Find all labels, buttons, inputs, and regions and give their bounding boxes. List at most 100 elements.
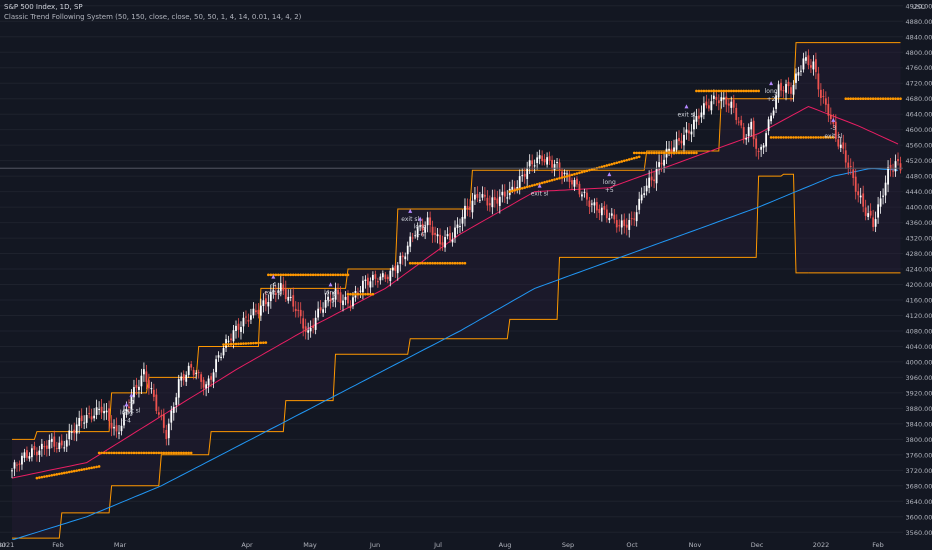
psar-dot	[635, 156, 638, 159]
candle-body	[874, 219, 877, 227]
psar-dot	[844, 97, 848, 101]
psar-dot	[822, 136, 825, 139]
time-axis[interactable]: 2021 Feb Mar Apr May Jun Jul Aug Sep Oct Nov Dec 202…	[0, 540, 903, 550]
psar-dot	[167, 451, 171, 455]
price-tick-label: 4840.00	[906, 33, 932, 41]
candle-body	[339, 292, 342, 303]
candle-body	[376, 281, 379, 283]
candle-body	[421, 223, 424, 231]
candle-body	[548, 156, 551, 161]
candle-body	[252, 308, 255, 316]
candle-body	[859, 195, 862, 198]
candle-body	[93, 415, 96, 419]
time-tick-label: Mar	[0, 541, 6, 549]
candle-body	[673, 147, 675, 152]
price-tick-label: 4400.00	[906, 204, 932, 212]
candle-body	[892, 170, 894, 172]
candle-body	[832, 121, 835, 124]
psar-dot	[560, 176, 564, 179]
candle-body	[210, 376, 213, 380]
channel-area	[12, 42, 901, 539]
candle-body	[431, 226, 434, 236]
candle-body	[434, 232, 437, 235]
psar-dot	[829, 136, 833, 139]
candle-body	[780, 82, 782, 91]
psar-dot	[645, 151, 648, 155]
psar-dot	[804, 136, 808, 139]
psar-dot	[341, 273, 345, 277]
candle-body	[322, 309, 325, 313]
candle-body	[155, 394, 158, 411]
psar-dot	[97, 451, 101, 455]
candle-body	[474, 194, 476, 200]
candles[interactable]	[11, 49, 902, 479]
candle-body	[33, 446, 36, 450]
psar-dot	[617, 160, 621, 164]
psar-dot	[705, 89, 708, 93]
candle-body	[381, 273, 384, 278]
psar-dot	[809, 136, 813, 139]
candle-body	[810, 65, 812, 68]
psar-dot	[672, 151, 676, 155]
candle-body	[822, 95, 825, 97]
psar-dot	[239, 342, 243, 346]
candle-body	[760, 146, 763, 150]
candle-body	[289, 296, 292, 298]
candle-body	[583, 191, 586, 193]
psar-dot	[812, 136, 815, 139]
trade-label: exit sl	[678, 111, 696, 118]
psar-dot	[894, 97, 897, 101]
psar-dot	[523, 186, 526, 189]
psar-dot	[224, 343, 228, 346]
psar-dot	[67, 470, 71, 474]
indicator-title[interactable]: Classic Trend Following System (50, 150,…	[4, 13, 302, 21]
psar-dot	[339, 273, 342, 277]
price-tick-label: 4560.00	[906, 142, 932, 150]
candle-body	[307, 330, 310, 333]
candle-body	[324, 300, 327, 308]
candle-body	[334, 289, 337, 300]
symbol-title[interactable]: S&P 500 Index, 1D, SP	[4, 3, 83, 11]
candle-body	[103, 411, 105, 414]
candle-body	[18, 463, 21, 465]
psar-dot	[284, 273, 288, 277]
candle-body	[884, 182, 887, 196]
candle-body	[317, 308, 320, 318]
candle-body	[157, 412, 160, 415]
psar-dot	[336, 273, 340, 277]
psar-dot	[184, 451, 188, 455]
psar-dot	[520, 186, 524, 190]
psar-dot	[232, 342, 235, 346]
trade-label: long	[603, 179, 616, 186]
candle-body	[747, 127, 750, 137]
psar-dot	[174, 451, 178, 455]
candle-body	[802, 58, 805, 70]
candle-body	[722, 97, 725, 100]
candle-body	[45, 445, 48, 449]
time-tick-label: Aug	[499, 541, 512, 549]
candle-body	[108, 408, 110, 422]
candle-body	[720, 97, 723, 102]
candle-body	[750, 121, 753, 130]
price-tick-label: 3960.00	[906, 374, 932, 382]
candle-body	[444, 237, 446, 248]
candle-body	[371, 274, 374, 281]
candle-body	[31, 448, 33, 458]
psar-dot	[65, 471, 69, 474]
psar-dot	[710, 89, 713, 93]
psar-dot	[769, 136, 773, 139]
candle-body	[436, 234, 439, 237]
psar-dot	[657, 151, 661, 155]
psar-dot	[40, 475, 44, 479]
candle-body	[374, 274, 377, 279]
candle-body	[177, 379, 180, 398]
psar-dot	[408, 261, 412, 265]
psar-dot	[528, 184, 531, 188]
time-tick-label: May	[303, 541, 317, 549]
psar-dot	[583, 170, 586, 173]
psar-dot	[782, 136, 785, 139]
psar-dot	[448, 261, 452, 265]
psar-dot	[441, 261, 444, 265]
